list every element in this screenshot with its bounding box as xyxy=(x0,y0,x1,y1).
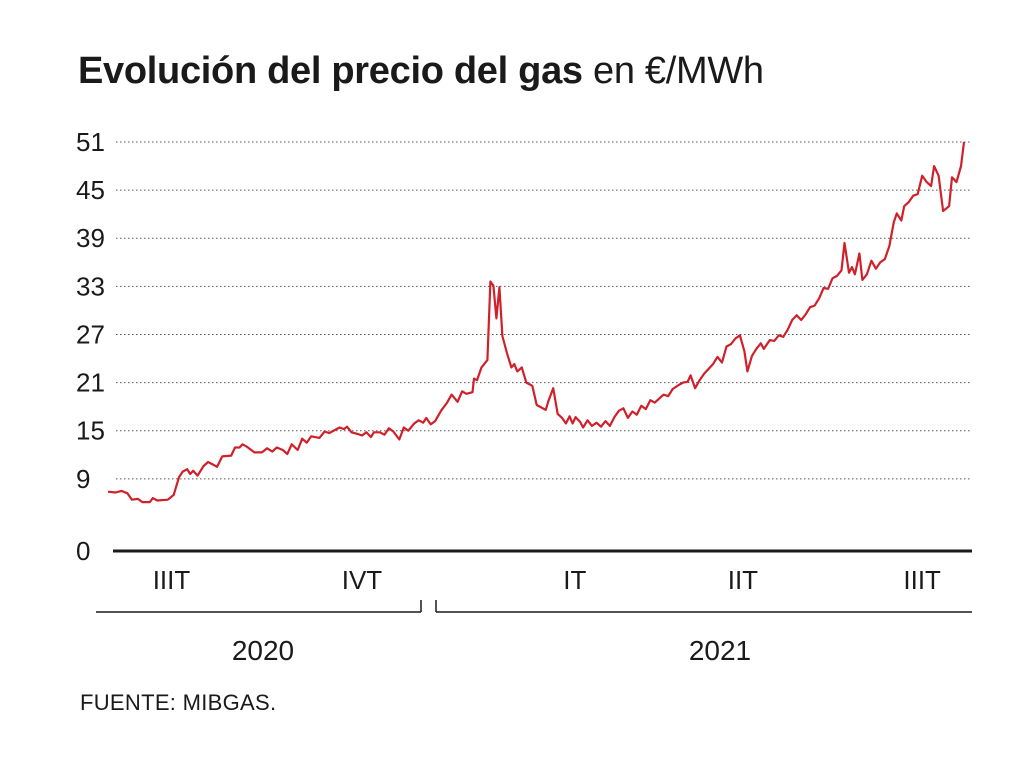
chart-title-main: Evolución del precio del gas xyxy=(78,50,583,92)
y-tick-label: 51 xyxy=(76,127,105,157)
x-tick-label: IIIT xyxy=(153,565,191,595)
y-tick-label: 45 xyxy=(76,175,105,205)
y-tick-label: 21 xyxy=(76,368,105,398)
y-axis-ticks: 0 9 15 21 27 33 39 45 51 xyxy=(76,127,105,566)
y-tick-label: 39 xyxy=(76,223,105,253)
chart-title: Evolución del precio del gas en €/MWh xyxy=(78,50,764,93)
x-tick-label: IIT xyxy=(728,565,758,595)
series-line xyxy=(107,141,966,504)
source-note: FUENTE: MIBGAS. xyxy=(80,690,277,715)
chart-title-unit: en €/MWh xyxy=(593,50,764,92)
x-tick-label: IIIT xyxy=(903,565,941,595)
year-label: 2020 xyxy=(232,635,294,666)
x-axis-quarter-ticks: IIIT IVT IT IIT IIIT xyxy=(153,565,941,595)
y-tick-label: 33 xyxy=(76,271,105,301)
y-tick-label: 15 xyxy=(76,416,105,446)
year-label: 2021 xyxy=(689,635,751,666)
y-tick-label: 0 xyxy=(76,536,90,566)
year-brackets: 2020 2021 xyxy=(96,600,972,666)
x-tick-label: IVT xyxy=(342,565,383,595)
y-tick-label: 27 xyxy=(76,319,105,349)
grid-lines xyxy=(116,141,972,480)
y-tick-label: 9 xyxy=(76,464,90,494)
x-tick-label: IT xyxy=(563,565,586,595)
